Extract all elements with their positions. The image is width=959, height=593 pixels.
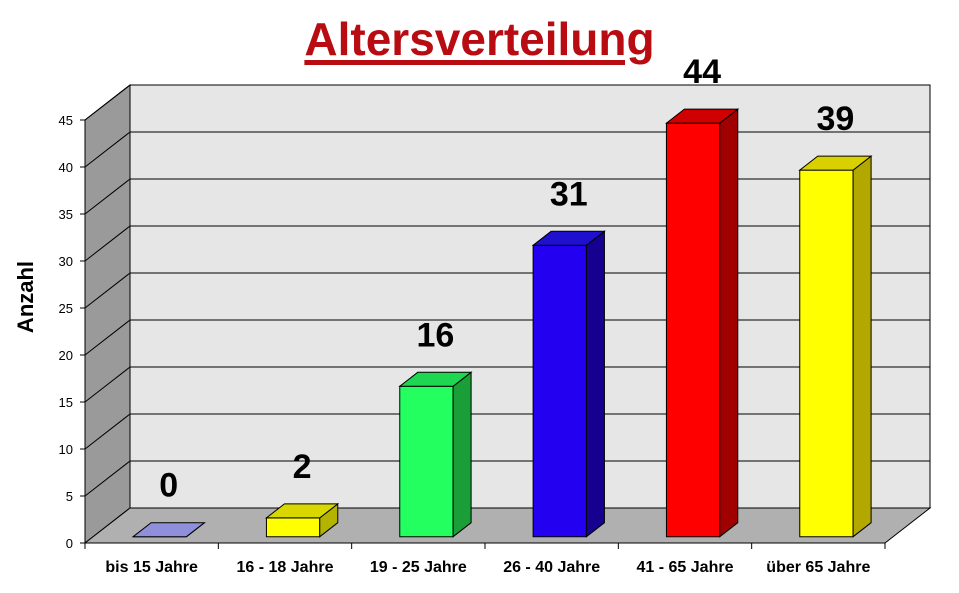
y-tick-label: 25 <box>59 301 73 316</box>
gridline <box>84 131 131 168</box>
y-tick-label: 45 <box>59 113 73 128</box>
bar-top <box>798 155 873 171</box>
data-label: 0 <box>159 467 178 505</box>
y-axis-label: Anzahl <box>13 261 38 333</box>
data-label: 2 <box>293 448 312 486</box>
bar-side <box>852 155 872 538</box>
bar-top <box>131 522 206 538</box>
y-tick-label: 40 <box>59 160 73 175</box>
gridline <box>84 319 131 356</box>
x-tick-label: 26 - 40 Jahre <box>503 559 600 576</box>
y-tick-label: 0 <box>66 536 73 551</box>
gridline <box>84 413 131 450</box>
x-tick-label: bis 15 Jahre <box>105 559 198 576</box>
bar <box>799 169 854 538</box>
y-tick-label: 10 <box>59 442 73 457</box>
y-tick-label: 5 <box>66 489 73 504</box>
bar-top <box>664 108 740 124</box>
bar-side <box>719 108 739 538</box>
gridline <box>84 460 131 497</box>
y-tick-label: 20 <box>59 348 73 363</box>
data-label: 31 <box>550 175 588 213</box>
bar-top <box>531 230 606 246</box>
chart-title: Altersverteilung <box>304 13 655 65</box>
data-label: 44 <box>683 53 721 91</box>
gridline <box>84 178 131 215</box>
gridline <box>84 272 131 309</box>
bar <box>665 122 721 538</box>
gridline <box>84 366 131 403</box>
y-tick-label: 30 <box>59 254 73 269</box>
bar <box>399 385 454 538</box>
y-tick-label: 15 <box>59 395 73 410</box>
bar-side <box>452 371 472 538</box>
x-tick-label: über 65 Jahre <box>766 559 870 576</box>
x-tick-label: 41 - 65 Jahre <box>637 559 734 576</box>
bar <box>265 517 321 538</box>
x-tick-label: 19 - 25 Jahre <box>370 559 467 576</box>
x-tick-label: 16 - 18 Jahre <box>237 559 334 576</box>
gridline <box>84 84 131 121</box>
bar-top <box>398 371 473 387</box>
bar-side <box>585 230 605 538</box>
side-wall <box>84 83 131 545</box>
data-label: 39 <box>817 100 855 138</box>
data-label: 16 <box>417 316 455 354</box>
y-tick-label: 35 <box>59 207 73 222</box>
bar-top <box>264 503 340 519</box>
gridline <box>84 225 131 262</box>
bar <box>532 244 587 538</box>
